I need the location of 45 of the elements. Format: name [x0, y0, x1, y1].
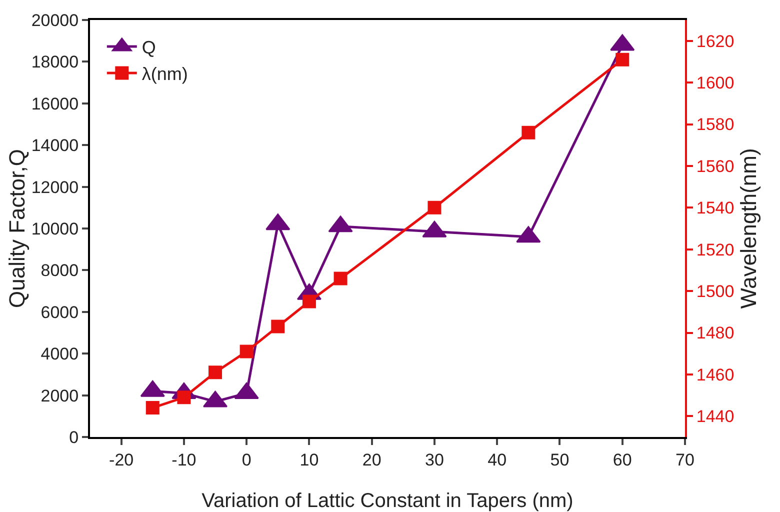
y-tick-label: 16000: [31, 94, 79, 114]
x-tick-label: 20: [362, 450, 382, 470]
y-tick-label: 10000: [31, 219, 79, 238]
x-tick-label: 70: [676, 450, 694, 470]
y-tick-label: 8000: [40, 261, 79, 280]
point: [208, 366, 222, 380]
y-tick-label: 14000: [31, 136, 79, 156]
x-tick-label: 0: [242, 450, 252, 470]
x-tick-label: 50: [550, 450, 570, 470]
point: [616, 52, 630, 66]
point: [522, 126, 536, 140]
y2-tick-label: 1540: [696, 198, 734, 218]
point: [271, 320, 285, 334]
y2-tick-label: 1580: [696, 115, 734, 134]
x-tick-label: 10: [300, 450, 319, 470]
legend-label: λ(nm): [142, 64, 188, 84]
point: [428, 200, 442, 214]
y-tick-label: 4000: [40, 344, 79, 364]
point: [146, 401, 160, 415]
point: [240, 344, 254, 358]
x-tick-label: -20: [109, 450, 134, 470]
x-tick-label: 40: [488, 450, 507, 470]
y-tick-label: 18000: [31, 52, 79, 72]
x-axis-title: Variation of Lattic Constant in Tapers (nm): [202, 490, 574, 512]
y2-tick-label: 1600: [696, 74, 734, 92]
y-tick-label: 20000: [31, 10, 79, 30]
y2-tick-label: 1440: [696, 407, 734, 426]
x-tick-label: 30: [425, 450, 444, 470]
y2-axis-title: Wavelength(nm): [736, 148, 762, 309]
y2-tick-label: 1620: [696, 32, 734, 51]
y2-tick-label: 1480: [696, 324, 734, 343]
y2-tick-label: 1520: [696, 240, 734, 260]
y-axis-title: Quality Factor,Q: [4, 149, 30, 308]
y-tick-label: 2000: [40, 386, 79, 406]
y2-tick-label: 1460: [696, 365, 734, 384]
x-tick-label: 60: [612, 450, 632, 470]
y-tick-label: 12000: [31, 178, 79, 197]
x-tick-label: -10: [172, 450, 196, 470]
point: [302, 294, 316, 308]
legend-label: Q: [142, 38, 156, 58]
y-tick-label: 0: [69, 428, 79, 447]
y-tick-label: 6000: [40, 302, 79, 322]
point: [334, 272, 348, 286]
y2-tick-label: 1560: [696, 156, 734, 176]
y2-tick-label: 1500: [696, 282, 734, 301]
